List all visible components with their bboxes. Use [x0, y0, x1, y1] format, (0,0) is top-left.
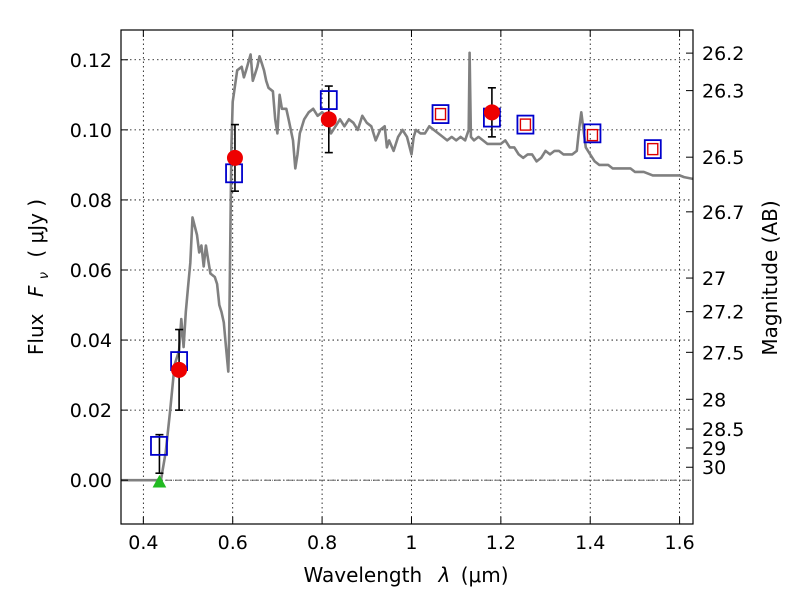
y2-axis-label: Magnitude (AB) — [758, 200, 782, 355]
y2-tick-label: 27.5 — [702, 342, 744, 364]
y-axis-label-unit: ( μJy ) — [24, 199, 48, 258]
model-photometry-inner-square — [586, 128, 599, 142]
y2-tick-label: 28 — [702, 389, 726, 411]
y2-tick-label: 26.2 — [702, 43, 744, 65]
model-photometry-square — [583, 123, 602, 144]
y-tick-label: 0.04 — [70, 330, 112, 352]
upper-limit-triangle — [152, 474, 167, 488]
y-tick-label: 0.10 — [70, 120, 112, 142]
x-axis-label-unit: (μm) — [461, 563, 509, 587]
plot-area — [121, 51, 693, 488]
y2-tick-label: 28.5 — [702, 419, 744, 441]
y-tick-label: 0.00 — [70, 470, 112, 492]
y-tick-label: 0.06 — [70, 260, 112, 282]
y2-tick-label: 27.2 — [702, 302, 744, 324]
x-tick-label: 0.4 — [128, 532, 158, 554]
x-axis-label-text: Wavelength — [303, 563, 422, 587]
y2-tick-label: 26.3 — [702, 81, 744, 103]
sed-template-line — [121, 51, 693, 482]
x-tick-label: 1 — [405, 532, 417, 554]
x-tick-label: 1.2 — [486, 532, 516, 554]
ticks-layer: 0.4 0.6 0.8 1 1.2 1.4 1.6 0.00 0.02 0.04 0.06 0.08 0… — [70, 30, 744, 554]
x-axis-label: Wavelength λ (μm) — [303, 563, 508, 587]
y-axis-label: Flux F ν ( μJy ) — [24, 199, 53, 355]
x-tick-label: 1.6 — [664, 532, 694, 554]
y-axis-label-symbol: F — [24, 285, 48, 297]
model-photometry-square — [150, 435, 168, 456]
model-photometry-inner-square — [519, 118, 532, 131]
x-tick-label: 0.6 — [218, 532, 248, 554]
measured-point — [483, 104, 500, 121]
y-axis-label-subscript: ν — [37, 272, 52, 279]
y-tick-label: 0.12 — [70, 50, 112, 72]
measured-point — [171, 361, 188, 378]
model-photometry-inner-square — [647, 142, 659, 156]
x-axis-label-symbol: λ — [438, 563, 451, 587]
y2-tick-label: 27 — [702, 268, 726, 290]
y2-tick-label: 29 — [702, 438, 726, 460]
plot-frame — [120, 29, 694, 525]
y2-tick-label: 30 — [702, 457, 726, 479]
measured-point — [226, 149, 243, 166]
x-tick-label: 0.8 — [307, 532, 337, 554]
y-axis-label-text: Flux — [24, 313, 48, 355]
model-photometry-square — [643, 139, 662, 160]
model-photometry-square — [319, 90, 338, 110]
measured-point — [320, 111, 337, 128]
y-tick-label: 0.08 — [70, 190, 112, 212]
model-photometry-square — [516, 114, 535, 135]
series-layer — [121, 51, 693, 488]
y-tick-label: 0.02 — [70, 400, 112, 422]
y2-tick-label: 26.5 — [702, 147, 744, 169]
x-tick-label: 1.4 — [575, 532, 605, 554]
model-photometry-inner-square — [434, 107, 447, 121]
model-photometry-square — [431, 104, 450, 124]
y2-tick-label: 26.7 — [702, 202, 744, 224]
